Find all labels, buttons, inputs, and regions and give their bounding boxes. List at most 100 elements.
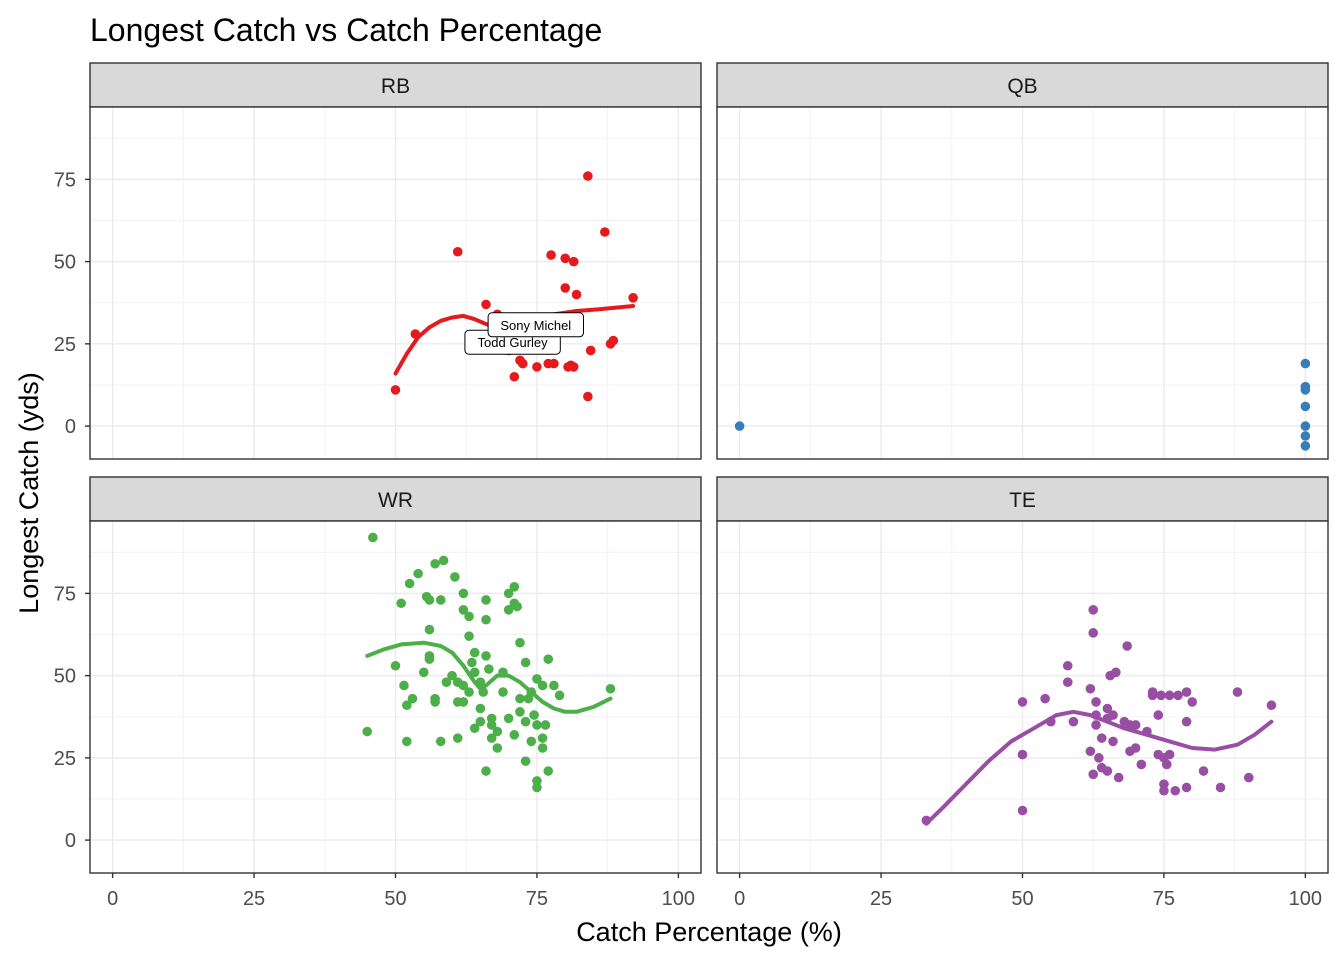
data-point xyxy=(396,598,406,609)
data-point xyxy=(441,677,452,687)
data-point xyxy=(1198,766,1209,776)
data-point xyxy=(1096,733,1107,743)
panel-border xyxy=(716,106,1329,460)
data-point xyxy=(1159,785,1169,796)
data-point xyxy=(532,782,542,793)
data-point xyxy=(1181,687,1192,697)
data-point xyxy=(1173,690,1183,701)
data-point xyxy=(1147,690,1158,701)
facet-strip xyxy=(716,476,1329,522)
data-point xyxy=(1040,693,1050,704)
facet-strip xyxy=(89,476,702,522)
data-point xyxy=(1232,687,1243,697)
data-point xyxy=(1130,743,1141,753)
data-point xyxy=(1181,782,1192,793)
data-point xyxy=(458,680,469,691)
facet-strip-label: WR xyxy=(378,489,413,512)
data-point xyxy=(410,329,421,339)
data-point xyxy=(424,595,435,605)
data-point xyxy=(1102,703,1113,714)
data-point xyxy=(1091,720,1101,730)
data-point xyxy=(1266,700,1277,711)
data-point xyxy=(585,345,596,356)
data-point xyxy=(1142,726,1152,737)
data-point xyxy=(458,697,469,707)
data-point xyxy=(450,572,460,582)
data-point xyxy=(1300,385,1311,395)
data-point xyxy=(390,660,401,671)
data-point xyxy=(492,726,503,737)
data-point xyxy=(543,654,554,664)
data-point xyxy=(1062,677,1073,687)
data-point xyxy=(532,720,542,730)
facet-strip-label: QB xyxy=(1007,75,1037,98)
facet-strip-label: TE xyxy=(1009,489,1036,512)
data-point xyxy=(734,421,745,431)
data-point xyxy=(1088,769,1099,780)
facet-rb: RB Todd Gurley Sony Michel 0 25 50 75 xyxy=(54,62,702,460)
data-point xyxy=(464,611,474,622)
x-tick-label: 0 xyxy=(734,888,745,910)
data-point xyxy=(537,743,548,753)
data-point xyxy=(1164,749,1175,760)
data-point xyxy=(390,385,401,395)
facet-wr: WR 0 25 50 75 0 25 50 75 100 xyxy=(54,476,702,910)
point-label: Todd Gurley xyxy=(478,335,549,350)
data-point xyxy=(1300,441,1311,451)
data-point xyxy=(1108,710,1118,720)
data-point xyxy=(537,680,548,691)
data-point xyxy=(362,726,373,737)
x-tick-label: 100 xyxy=(1289,888,1322,910)
data-point xyxy=(399,680,409,691)
data-point xyxy=(1113,772,1124,783)
facet-panels: RB Todd Gurley Sony Michel 0 25 50 75 QB WR 0 25 50… xyxy=(54,62,1329,910)
data-point xyxy=(546,250,556,260)
data-point xyxy=(605,683,616,694)
x-tick-label: 75 xyxy=(1153,888,1175,910)
data-point xyxy=(469,667,480,678)
data-point xyxy=(498,667,508,678)
data-point xyxy=(1300,401,1311,412)
y-tick-label: 50 xyxy=(54,666,76,688)
data-point xyxy=(498,687,508,697)
data-point xyxy=(469,723,480,734)
data-point xyxy=(452,246,463,257)
data-point xyxy=(515,693,525,704)
data-point xyxy=(484,664,494,674)
data-point xyxy=(509,730,520,740)
data-point xyxy=(1136,759,1147,770)
x-tick-label: 50 xyxy=(1011,888,1033,910)
data-point xyxy=(571,289,582,300)
facet-qb: QB xyxy=(716,62,1329,460)
data-point xyxy=(402,700,412,711)
data-point xyxy=(1091,697,1101,707)
facet-strip xyxy=(89,62,702,108)
facet-strip xyxy=(716,62,1329,108)
y-tick-label: 75 xyxy=(54,583,76,605)
y-tick-label: 25 xyxy=(54,334,76,356)
data-point xyxy=(1062,660,1073,671)
data-point xyxy=(1102,766,1113,776)
data-point xyxy=(1187,697,1198,707)
data-point xyxy=(568,256,579,267)
data-point xyxy=(560,253,571,264)
data-point xyxy=(430,558,440,569)
data-point xyxy=(1088,605,1099,615)
data-point xyxy=(1170,785,1181,796)
data-point xyxy=(520,657,531,668)
data-point xyxy=(475,716,486,727)
data-point xyxy=(554,690,565,701)
data-point xyxy=(481,299,491,310)
data-point xyxy=(1045,716,1056,727)
data-point xyxy=(549,680,559,691)
data-point xyxy=(486,713,497,724)
data-point xyxy=(1181,716,1192,727)
data-point xyxy=(1088,628,1099,638)
data-point xyxy=(1094,753,1104,763)
x-tick-label: 50 xyxy=(384,888,406,910)
point-label-box xyxy=(487,312,585,338)
data-point xyxy=(1164,690,1175,701)
data-point xyxy=(526,736,537,747)
data-point xyxy=(1111,667,1121,678)
